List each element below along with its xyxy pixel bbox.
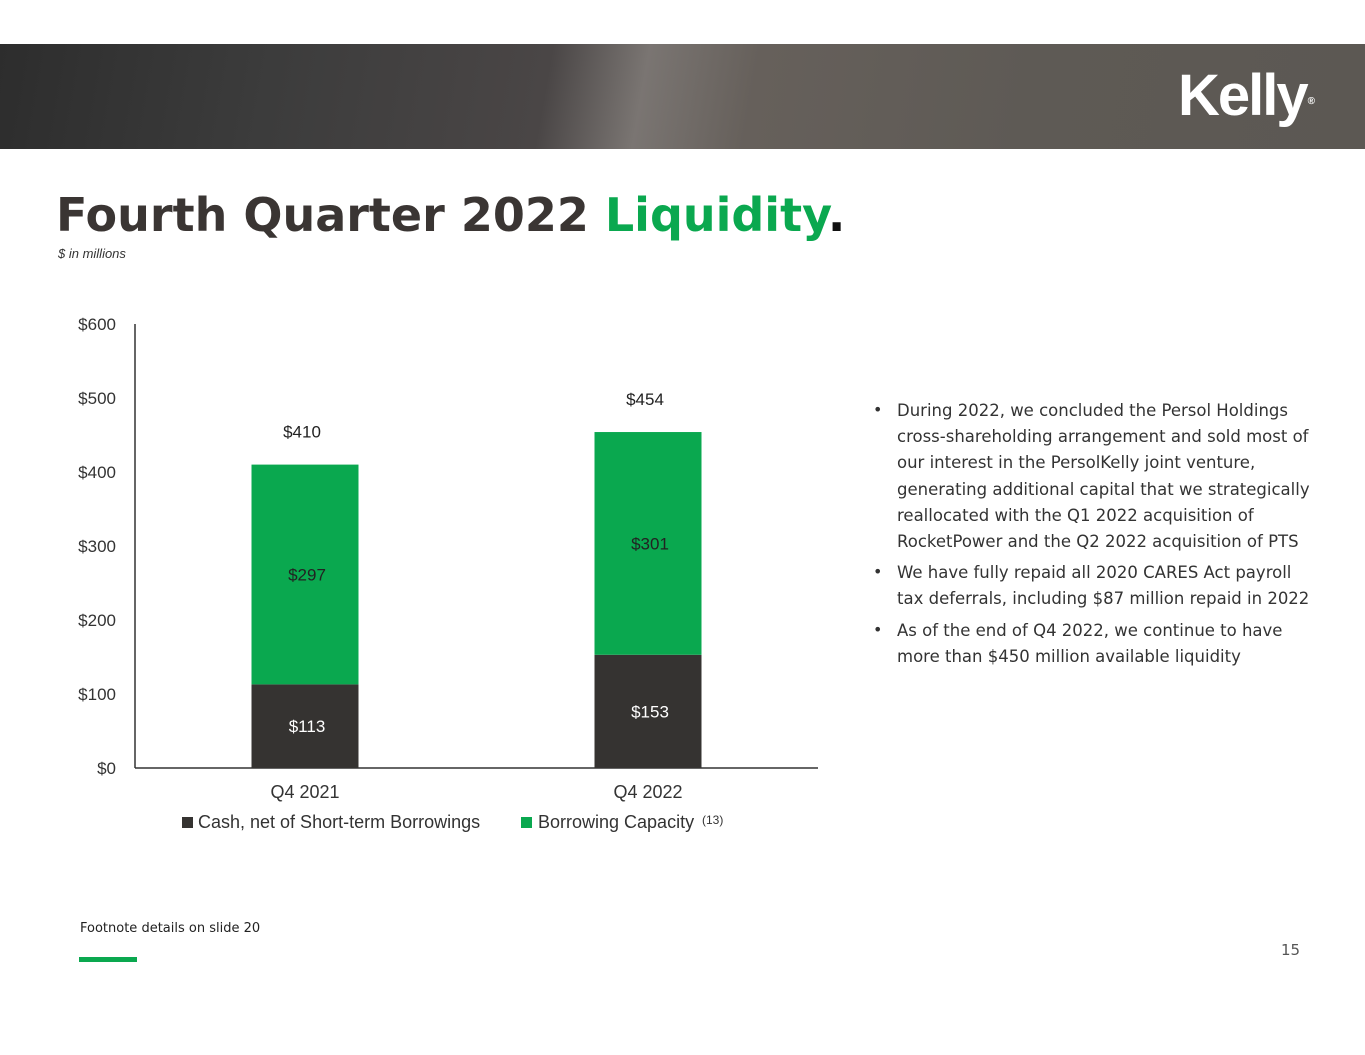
page-number: 15: [1281, 941, 1301, 959]
bullet-list: • During 2022, we concluded the Persol Ho…: [873, 398, 1313, 675]
bar-segment: [251, 684, 359, 768]
y-tick-label: $600: [78, 315, 116, 334]
title-highlight: Liquidity: [604, 188, 828, 242]
legend-swatch-cash: [182, 817, 193, 828]
x-tick-label: Q4 2021: [270, 782, 339, 802]
bullet-dot: •: [873, 562, 883, 582]
y-tick-label: $0: [97, 759, 116, 778]
bullet-text: As of the end of Q4 2022, we continue to…: [897, 620, 1283, 666]
page-title: Fourth Quarter 2022 Liquidity.: [56, 188, 845, 242]
header-banner: [0, 44, 1365, 149]
y-tick-label: $400: [78, 463, 116, 482]
bar-segment: [594, 432, 702, 655]
legend-swatch-borrowing: [521, 817, 532, 828]
y-tick-label: $100: [78, 685, 116, 704]
bar-value-label: $301: [631, 534, 669, 553]
bar-segment: [251, 464, 359, 685]
y-tick-label: $300: [78, 537, 116, 556]
bullet-text: We have fully repaid all 2020 CARES Act …: [897, 563, 1310, 609]
bar-total-label: $454: [626, 390, 664, 409]
bar-segment: [594, 654, 702, 768]
footer-accent-bar: [79, 957, 137, 962]
legend-label-cash: Cash, net of Short-term Borrowings: [198, 812, 480, 832]
kelly-logo: Kelly®: [1177, 63, 1315, 128]
bar-value-label: $113: [289, 717, 326, 736]
bar-value-label: $297: [288, 565, 326, 584]
bar-value-label: $153: [631, 702, 669, 721]
units-subtitle: $ in millions: [58, 246, 126, 261]
x-tick-label: Q4 2022: [613, 782, 682, 802]
bullet-item: • During 2022, we concluded the Persol Ho…: [873, 398, 1313, 555]
bar-total-label: $410: [283, 423, 321, 442]
bullet-item: • We have fully repaid all 2020 CARES Act…: [873, 560, 1313, 612]
legend-footnote-ref: (13): [702, 813, 723, 827]
y-tick-label: $500: [78, 389, 116, 408]
bullet-dot: •: [873, 400, 883, 419]
y-tick-label: $200: [78, 611, 116, 630]
bullet-item: • As of the end of Q4 2022, we continue t…: [873, 618, 1313, 670]
footnote: Footnote details on slide 20: [80, 921, 261, 936]
legend-label-borrowing: Borrowing Capacity: [538, 812, 694, 832]
title-dot: .: [827, 188, 846, 242]
liquidity-chart: $0 $100 $200 $300 $400 $500 $600 $113 $297 $410 Q4…: [78, 315, 818, 832]
bullet-text: During 2022, we concluded the Persol Hol…: [897, 401, 1310, 552]
bullet-dot: •: [873, 619, 883, 639]
title-main: Fourth Quarter 2022: [56, 188, 589, 242]
